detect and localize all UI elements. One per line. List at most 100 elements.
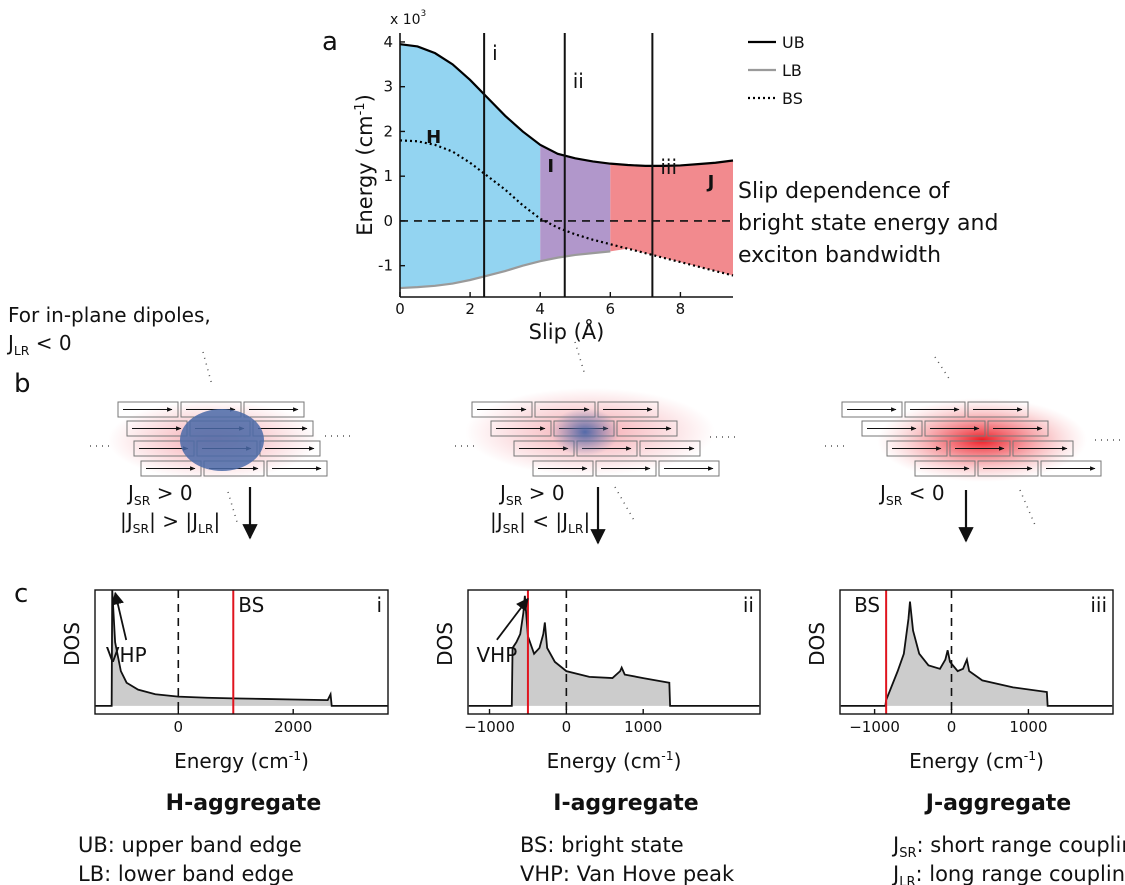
corner-label: ii — [743, 593, 754, 617]
text-part: | — [584, 509, 591, 533]
region-label: I — [547, 156, 554, 177]
text-part: : long range coupling — [916, 862, 1125, 885]
dipole-box — [243, 401, 305, 418]
x-tick-label: −1000 — [849, 718, 900, 736]
dos-area — [468, 595, 760, 706]
x-tick-label: 1000 — [624, 718, 662, 736]
plot-frame — [94, 589, 389, 715]
dipole-box — [861, 420, 923, 437]
down-arrows — [242, 487, 974, 545]
text-part: | — [214, 509, 221, 533]
dipole-box — [639, 440, 701, 457]
x-tick-label: 4 — [535, 300, 545, 318]
text-part: For in-plane dipoles, — [8, 303, 211, 327]
text-part: ) — [301, 749, 309, 773]
region-label: J — [706, 172, 715, 193]
slip-marker-label: i — [492, 41, 498, 65]
annotation: bright state energy and — [738, 211, 998, 236]
dipole-box — [949, 440, 1011, 457]
coupling-label: |JSR| > |JLR| — [120, 509, 220, 536]
annotation: Slip dependence of — [738, 179, 951, 204]
vhp-label: VHP — [106, 643, 147, 667]
text-part: SR — [899, 846, 916, 861]
glossary-entry: BS: bright state — [520, 833, 684, 857]
text-part: : short range coupling — [917, 833, 1125, 857]
coupling-label: JSR > 0 — [126, 481, 193, 508]
text-part: LR — [899, 875, 915, 885]
text-part: UB: upper band edge — [78, 833, 302, 857]
dipole-box — [841, 401, 903, 418]
dipole-box — [914, 460, 976, 477]
text-part: SR — [503, 521, 520, 536]
text-part: LR — [568, 521, 584, 536]
text-part: LB: lower band edge — [78, 862, 294, 885]
panel-label: a — [322, 27, 338, 57]
dipole-box — [266, 460, 328, 477]
text-part: < 0 — [902, 481, 944, 505]
text-part: J — [878, 481, 886, 505]
y-axis-label: Energy (cm-1) — [353, 94, 377, 236]
dipole-box — [117, 401, 179, 418]
text-part: ) — [353, 94, 377, 102]
dipole-box — [1040, 460, 1102, 477]
x-tick-label: 0 — [395, 300, 405, 318]
aggregate-title: I-aggregate — [553, 791, 698, 816]
bright-state-label: BS — [238, 593, 264, 617]
text-part: |J — [120, 509, 133, 533]
dos-area — [95, 590, 388, 706]
text-part: ) — [674, 749, 682, 773]
dos-line — [468, 595, 760, 707]
x-axis-label: Slip (Å) — [529, 318, 605, 344]
x-tick-label: 2000 — [274, 718, 312, 736]
text-part: | < |J — [519, 509, 568, 533]
dipole-box — [658, 460, 720, 477]
coupling-label: JSR < 0 — [878, 481, 945, 508]
y-tick-label: 2 — [383, 122, 393, 140]
text-part: J — [498, 481, 506, 505]
bright-state-label: BS — [854, 593, 880, 617]
text-part: J — [6, 331, 14, 355]
glossary-entry: UB: upper band edge — [78, 833, 302, 857]
corner-label: i — [376, 593, 382, 617]
dipole-box — [886, 440, 948, 457]
text-part: J — [891, 862, 899, 885]
dipole-box — [977, 460, 1039, 477]
dipole-box — [490, 420, 552, 437]
vhp-arrow — [496, 597, 529, 641]
legend-label: BS — [782, 89, 803, 108]
slip-marker-label: ii — [573, 69, 584, 93]
y-tick-label: 0 — [383, 212, 393, 230]
text-part: LR — [198, 521, 214, 536]
x-axis-label: Energy (cm-1) — [174, 748, 309, 773]
dipole-note: JLR < 0 — [6, 331, 72, 358]
series-line — [399, 250, 611, 290]
y-tick-label: 1 — [383, 167, 393, 185]
text-part: J — [891, 833, 899, 857]
y-axis-label: DOS — [805, 622, 829, 666]
y-axis-label: DOS — [433, 622, 457, 666]
dipole-box — [924, 420, 986, 437]
dipole-box — [904, 401, 966, 418]
text-part: -1 — [661, 748, 673, 763]
x-tick-label: 0 — [562, 718, 572, 736]
region — [400, 44, 541, 289]
text-part: SR — [134, 493, 151, 508]
text-part: Energy (cm — [909, 749, 1024, 773]
glossary-entry: JSR: short range coupling — [891, 833, 1125, 861]
text-part: BS: bright state — [520, 833, 684, 857]
dipole-box — [140, 460, 202, 477]
schematic-decor — [90, 341, 1120, 526]
region — [610, 160, 733, 276]
overlap — [180, 408, 619, 471]
text-part: 3 — [421, 9, 427, 19]
text-part: ) — [1036, 749, 1044, 773]
y-axis-label: DOS — [60, 622, 84, 666]
vhp-arrow — [111, 591, 128, 641]
x-tick-label: 0 — [947, 718, 957, 736]
text-part: SR — [886, 493, 903, 508]
x-tick-label: 1000 — [1009, 718, 1047, 736]
plot-frame — [839, 589, 1114, 715]
x-tick-label: 8 — [676, 300, 686, 318]
